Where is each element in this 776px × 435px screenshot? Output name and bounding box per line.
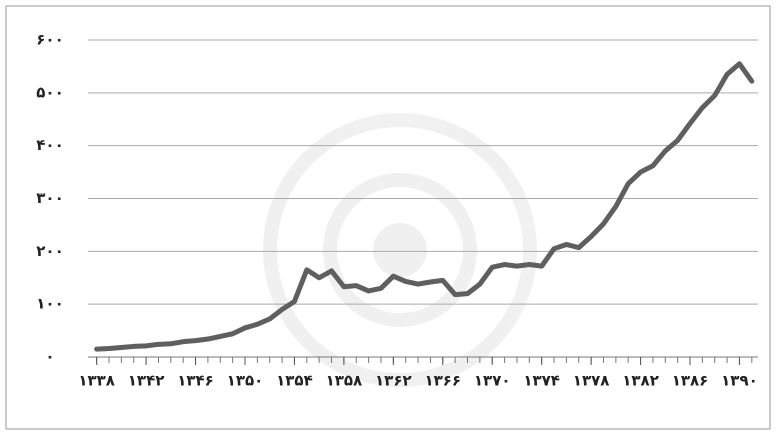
chart-frame [5,5,771,430]
x-tick-label: ۱۳۴۲ [128,372,165,390]
x-tick-label: ۱۳۴۶ [177,372,214,390]
y-tick-label: ۲۰۰ [36,242,63,260]
watermark [263,113,537,387]
x-tick-label: ۱۳۵۰ [227,372,264,390]
y-tick-label: ۴۰۰ [36,136,63,154]
x-tick-label: ۱۳۸۲ [622,372,659,390]
x-tick-label: ۱۳۸۶ [672,372,709,390]
x-tick-label: ۱۳۷۸ [573,372,610,390]
x-tick-label: ۱۳۹۰ [721,372,758,390]
y-tick-label: ۶۰۰ [36,31,63,49]
x-tick-label: ۱۳۷۴ [523,372,560,390]
x-tick-label: ۱۳۶۲ [375,372,412,390]
x-tick-label: ۱۳۶۶ [424,372,461,390]
x-tick-label: ۱۳۵۴ [276,372,313,390]
x-tick-label: ۱۳۷۰ [474,372,511,390]
y-tick-label: ۵۰۰ [36,83,63,101]
x-tick-label: ۱۳۵۸ [326,372,363,390]
y-tick-label: ۱۰۰ [36,295,63,313]
y-tick-label: ۳۰۰ [36,189,63,207]
data-line [94,61,755,352]
y-tick-label: ۰ [45,348,54,366]
x-tick-label: ۱۳۳۸ [78,372,115,390]
